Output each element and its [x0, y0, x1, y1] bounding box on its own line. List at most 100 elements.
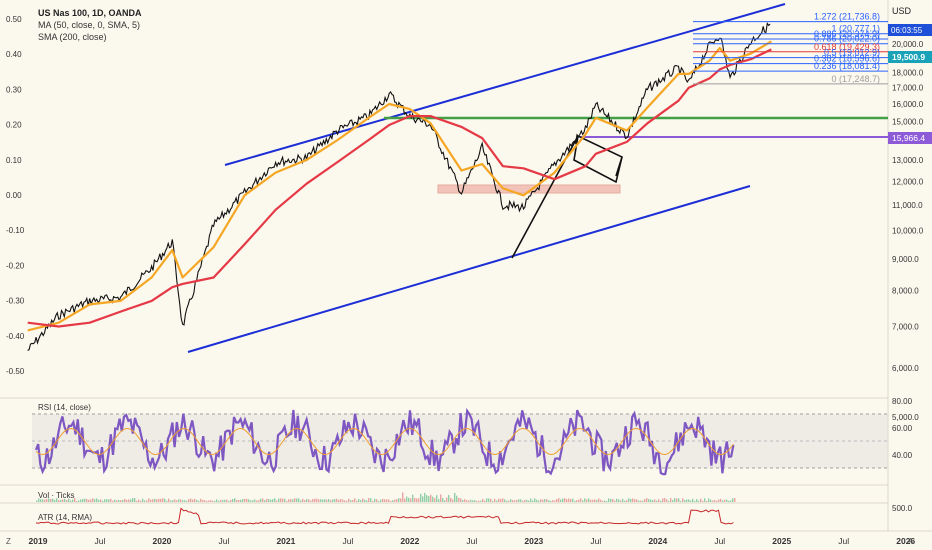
- volume-bar: [720, 498, 722, 502]
- volume-bar: [388, 499, 390, 502]
- volume-bar: [304, 500, 306, 502]
- volume-bar: [672, 499, 674, 502]
- volume-bar: [492, 500, 494, 502]
- ma-legend[interactable]: MA (50, close, 0, SMA, 5): [38, 20, 140, 30]
- volume-bar: [230, 499, 232, 502]
- timezone-corner[interactable]: Z: [6, 537, 11, 546]
- volume-bar: [452, 499, 454, 502]
- fib-level-label: 0 (17,248.7): [831, 74, 880, 84]
- volume-bar: [714, 500, 716, 502]
- volume-bar: [482, 498, 484, 502]
- volume-bar: [510, 499, 512, 502]
- volume-bar: [468, 500, 470, 502]
- volume-bar: [630, 498, 632, 502]
- volume-bar: [656, 500, 658, 502]
- volume-bar: [118, 499, 120, 502]
- volume-bar: [62, 499, 64, 502]
- fib-level-label: 0.618 (19,429.3): [814, 42, 880, 52]
- volume-bar: [686, 499, 688, 502]
- volume-bar: [186, 500, 188, 502]
- time-axis[interactable]: 2019 Jul 2020 Jul 2021 Jul 2022 Jul 2023 Jul 2024 J…: [29, 536, 916, 546]
- volume-bar: [390, 500, 392, 502]
- price-axis-panel[interactable]: [888, 0, 932, 550]
- volume-bar: [240, 499, 242, 502]
- volume-bar: [496, 500, 498, 502]
- volume-bar: [264, 500, 266, 502]
- time-label: Jul: [590, 536, 601, 546]
- volume-bar: [430, 494, 432, 502]
- volume-bar: [728, 500, 730, 502]
- volume-bar: [358, 499, 360, 502]
- volume-bar: [434, 498, 436, 502]
- volume-bar: [588, 498, 590, 502]
- sma-legend[interactable]: SMA (200, close): [38, 32, 107, 42]
- volume-bar: [64, 498, 66, 502]
- last-price-text: 19,500.9: [892, 52, 925, 62]
- left-tick: -0.10: [6, 226, 25, 235]
- price-tick: 20,000.0: [892, 40, 924, 49]
- volume-bar: [418, 498, 420, 502]
- volume-bar: [704, 498, 706, 502]
- fib-level-label: 0.236 (18,081.4): [814, 61, 880, 71]
- volume-bar: [142, 498, 144, 502]
- volume-bar: [150, 499, 152, 502]
- price-tick: 10,000.0: [892, 227, 924, 236]
- volume-bar: [628, 498, 630, 502]
- volume-bar: [424, 493, 426, 502]
- volume-bar: [90, 499, 92, 502]
- volume-bar: [100, 499, 102, 502]
- volume-bar: [484, 500, 486, 502]
- volume-bar: [478, 500, 480, 502]
- volume-bar: [446, 497, 448, 502]
- volume-bar: [694, 500, 696, 502]
- volume-bar: [610, 498, 612, 502]
- volume-bar: [162, 498, 164, 502]
- volume-bar: [626, 500, 628, 502]
- left-axis: 0.50 0.40 0.30 0.20 0.10 0.00 -0.10 -0.20 -0.30 -…: [6, 15, 25, 376]
- volume-bar: [128, 499, 130, 502]
- volume-bar: [674, 498, 676, 502]
- volume-bar: [724, 499, 726, 502]
- volume-bar: [502, 498, 504, 502]
- volume-bar: [106, 499, 108, 502]
- volume-bar: [432, 496, 434, 502]
- volume-bar: [426, 495, 428, 502]
- main-pane[interactable]: [0, 0, 888, 398]
- volume-bar: [46, 499, 48, 502]
- volume-bar: [170, 500, 172, 502]
- volume-bar: [146, 500, 148, 502]
- volume-bar: [716, 500, 718, 502]
- left-tick: 0.40: [6, 50, 22, 59]
- volume-bar: [48, 498, 50, 502]
- fib-level-label: 0.886 (20,374.9): [814, 29, 880, 39]
- supply-zone: [437, 184, 621, 194]
- rsi-title[interactable]: RSI (14, close): [38, 403, 91, 412]
- price-tick: 9,000.0: [892, 255, 919, 264]
- fib-retracement[interactable]: 1.272 (21,736.8) 1 (20,777.1)0.886 (20,37…: [693, 12, 888, 85]
- left-tick: 0.50: [6, 15, 22, 24]
- volume-bar: [196, 499, 198, 502]
- autoscale-corner[interactable]: A: [908, 537, 914, 546]
- volume-bar: [156, 499, 158, 502]
- volume-bar: [208, 500, 210, 502]
- volume-bar: [436, 495, 438, 502]
- volume-bar: [396, 499, 398, 502]
- time-label: Jul: [466, 536, 477, 546]
- volume-bar: [258, 500, 260, 502]
- vol-title[interactable]: Vol · Ticks: [38, 491, 74, 500]
- volume-bar: [180, 499, 182, 502]
- volume-bar: [460, 498, 462, 502]
- volume-bar: [152, 499, 154, 502]
- time-label: 2024: [648, 536, 667, 546]
- right-price-axis[interactable]: 20,000.019,000.018,000.017,000.016,000.0…: [892, 40, 924, 422]
- volume-bar: [136, 500, 138, 502]
- symbol-title[interactable]: US Nas 100, 1D, OANDA: [38, 8, 142, 18]
- atr-title[interactable]: ATR (14, RMA): [38, 513, 92, 522]
- left-tick: -0.30: [6, 297, 25, 306]
- volume-bar: [558, 498, 560, 502]
- volume-bar: [616, 498, 618, 502]
- volume-bar: [524, 500, 526, 502]
- volume-bar: [416, 498, 418, 502]
- volume-bar: [278, 498, 280, 502]
